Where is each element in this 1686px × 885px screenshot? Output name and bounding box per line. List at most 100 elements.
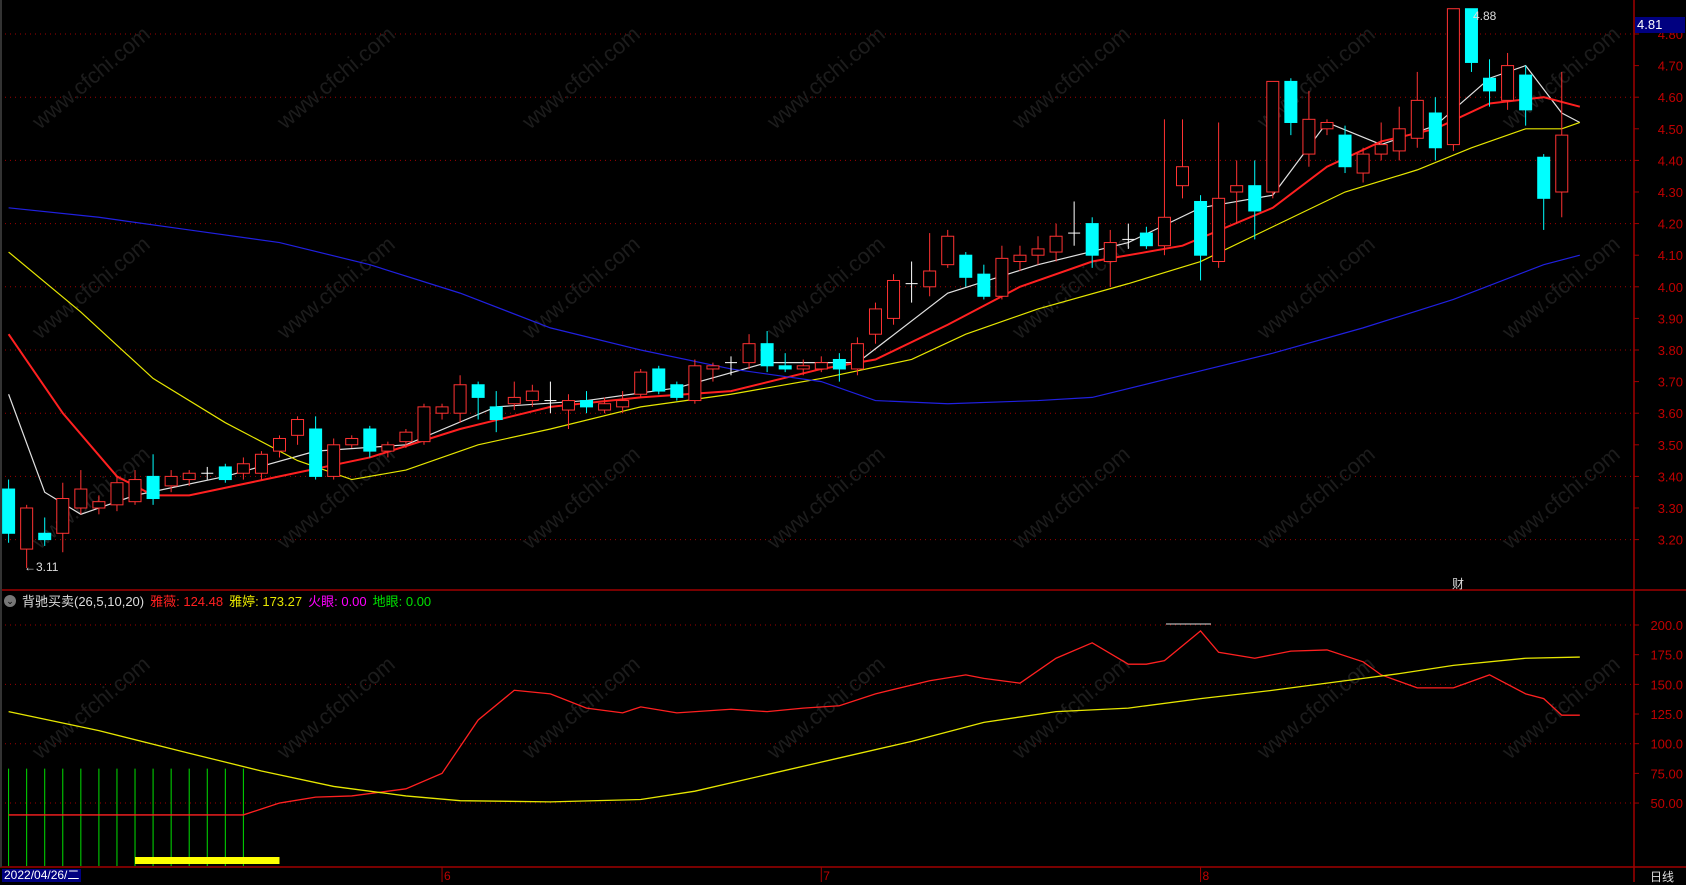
candle	[20, 504, 34, 569]
ma20-line	[8, 121, 1581, 481]
candle-body	[1139, 232, 1153, 247]
watermark: www.cfchi.com	[1251, 441, 1379, 554]
candle	[995, 245, 1009, 300]
watermark: www.cfchi.com	[516, 231, 644, 344]
candle	[1139, 226, 1153, 249]
candle-body	[273, 437, 286, 452]
candle-body	[38, 532, 52, 541]
candle	[146, 454, 160, 505]
watermark: www.cfchi.com	[1496, 21, 1624, 134]
indicator-tick-label: 175.0	[1650, 648, 1683, 663]
candle-body	[1266, 80, 1280, 193]
candle	[110, 476, 124, 512]
candle	[1537, 154, 1551, 230]
candle	[814, 356, 828, 373]
indicator-name[interactable]: 背驰买卖(26,5,10,20)	[22, 594, 145, 609]
indicator-tick-label: 125.0	[1650, 707, 1683, 722]
candle	[905, 261, 918, 303]
candle	[1248, 160, 1262, 240]
watermark: www.cfchi.com	[26, 231, 154, 344]
candle	[345, 435, 359, 448]
watermark: www.cfchi.com	[1251, 231, 1379, 344]
candle-body	[74, 488, 88, 509]
candle-body	[868, 308, 882, 335]
date-tick-label: 8	[1203, 869, 1210, 882]
candle-body	[1356, 153, 1370, 174]
candle	[887, 274, 901, 325]
candle	[309, 416, 323, 480]
period-label[interactable]: 日线	[1650, 870, 1675, 884]
candle-body	[236, 463, 250, 474]
candle	[525, 384, 539, 407]
candle	[1031, 236, 1045, 265]
candle	[544, 381, 557, 414]
candle	[1176, 119, 1189, 199]
candle-body	[1483, 77, 1497, 92]
candle-body	[218, 466, 232, 481]
indicator-panel	[8, 623, 1580, 866]
candle	[1230, 160, 1244, 224]
candle-body	[598, 403, 612, 411]
date-tick-label: 7	[823, 869, 830, 882]
candle-body	[1555, 134, 1569, 193]
collapse-icon[interactable]: ⌄	[4, 594, 16, 607]
watermark: www.cfchi.com	[1006, 651, 1134, 764]
candle	[959, 252, 973, 287]
watermark: www.cfchi.com	[761, 651, 889, 764]
legend-huoyan: 火眼: 0.00	[308, 594, 367, 609]
candle-body	[309, 428, 323, 477]
candle	[327, 438, 341, 480]
candle	[742, 334, 756, 369]
candle	[399, 429, 413, 448]
price-tick-label: 4.50	[1658, 122, 1683, 137]
price-tick-label: 4.40	[1658, 153, 1683, 168]
candle-body	[1302, 118, 1316, 155]
candle	[489, 391, 503, 433]
indicator-tick-label: 150.0	[1650, 677, 1683, 692]
candle	[1085, 217, 1099, 268]
candle-body	[814, 362, 828, 370]
candle	[1284, 78, 1298, 136]
indicator-tick-label: 50.00	[1650, 796, 1683, 811]
candle-body	[417, 406, 431, 443]
indicator-tick-label: 100.0	[1650, 737, 1683, 752]
candle-body	[1031, 248, 1045, 256]
candle	[2, 479, 16, 543]
candle-body	[1176, 166, 1189, 187]
candle-body	[778, 365, 792, 370]
candle	[1212, 122, 1226, 268]
candle	[941, 229, 955, 268]
candle-body	[1284, 80, 1298, 123]
candle	[1103, 229, 1117, 287]
candle	[1555, 71, 1569, 218]
price-tick-label: 3.90	[1658, 311, 1683, 326]
candle	[273, 435, 286, 458]
candle	[850, 337, 864, 376]
candle	[1428, 97, 1442, 161]
financial-marker[interactable]: 财	[1452, 577, 1464, 591]
cursor-price-box: 4.81	[1635, 17, 1685, 33]
candle	[598, 397, 612, 414]
candle	[760, 331, 774, 373]
candle-body	[507, 396, 521, 405]
candle	[128, 470, 142, 505]
candle	[1519, 65, 1533, 126]
candle	[580, 391, 594, 414]
date-tick-label: 6	[444, 869, 451, 882]
candle-body	[1157, 216, 1171, 247]
candle	[1157, 119, 1171, 256]
watermark: www.cfchi.com	[761, 441, 889, 554]
candle-body	[381, 444, 395, 452]
candle	[796, 359, 810, 376]
price-tick-label: 4.00	[1658, 280, 1683, 295]
candle-body	[1501, 65, 1515, 101]
watermark: www.cfchi.com	[271, 21, 399, 134]
indicator-legend: ⌄ 背驰买卖(26,5,10,20) 雅薇: 124.48 雅婷: 173.27…	[4, 591, 431, 610]
candle-body	[1338, 134, 1352, 168]
watermark: www.cfchi.com	[516, 651, 644, 764]
price-tick-label: 4.60	[1658, 90, 1683, 105]
legend-yawei: 雅薇: 124.48	[150, 594, 224, 609]
watermark: www.cfchi.com	[1496, 441, 1624, 554]
candle	[201, 466, 214, 480]
